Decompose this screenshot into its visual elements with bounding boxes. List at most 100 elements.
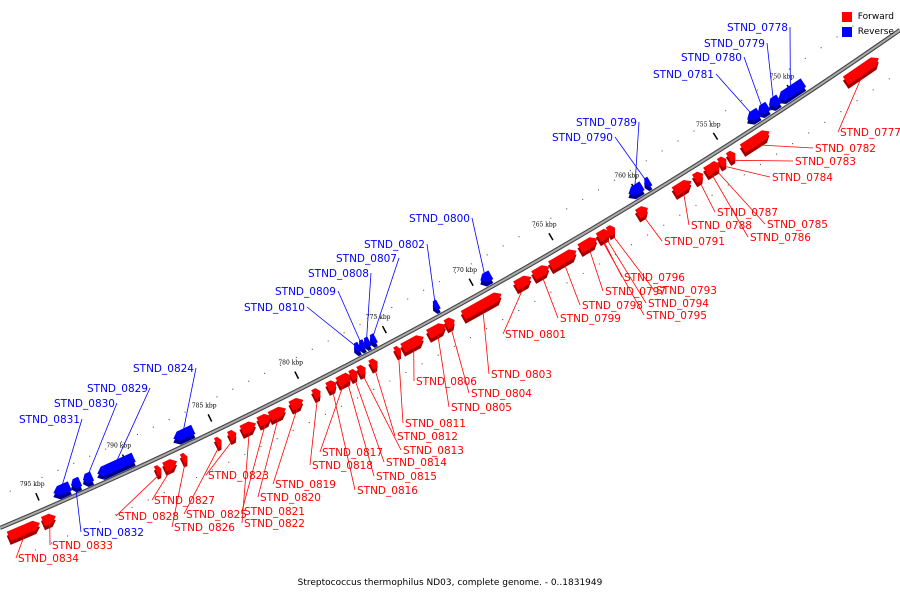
guide-dot [389, 380, 391, 382]
gene-stnd-0790 [644, 176, 653, 188]
gene-label-stnd-0783: STND_0783 [795, 156, 856, 168]
gene-leader-line [257, 417, 279, 498]
guide-dot [279, 364, 282, 367]
guide-dot [677, 140, 679, 142]
gene-label-stnd-0827: STND_0827 [154, 495, 215, 507]
gene-stnd-0817 [335, 374, 349, 387]
scale-tick-label: 760 kbp [614, 172, 639, 179]
gene-label-stnd-0781: STND_0781 [653, 69, 714, 81]
gene-stnd-0811 [393, 345, 402, 357]
gene-label-stnd-0804: STND_0804 [471, 388, 532, 400]
gene-label-stnd-0818: STND_0818 [312, 460, 373, 472]
scale-tick-label: 775 kbp [366, 314, 391, 321]
guide-dot [340, 405, 343, 407]
scale-tick [207, 414, 213, 422]
guide-dot [244, 453, 246, 456]
gene-leader-line [306, 306, 357, 347]
guide-dot [195, 476, 198, 479]
gene-stnd-0778 [778, 78, 807, 100]
guide-dot [454, 272, 457, 274]
gene-stnd-0784 [716, 156, 727, 168]
gene-leader-line [743, 56, 763, 109]
gene-leader-line [362, 374, 402, 451]
guide-dot [421, 363, 423, 365]
legend: Forward Reverse [841, 9, 894, 39]
guide-dot [550, 291, 552, 293]
guide-dot [709, 120, 711, 122]
gene-stnd-0818 [311, 388, 321, 400]
gene-label-stnd-0777: STND_0777 [840, 127, 900, 139]
gene-leader-line [205, 439, 234, 476]
scale-tick [712, 132, 719, 141]
guide-dot [357, 397, 359, 399]
guide-dot [502, 319, 504, 321]
gene-leader-line [699, 181, 716, 213]
legend-reverse-label: Reverse [857, 26, 894, 37]
scale-tick [381, 325, 387, 334]
gene-leader-line [605, 238, 647, 304]
gene-leader-line [711, 173, 749, 238]
gene-leader-line [642, 215, 663, 242]
gene-leader-line [426, 243, 436, 305]
gene-label-stnd-0815: STND_0815 [376, 471, 437, 483]
gene-leader-line [634, 121, 640, 190]
gene-label-stnd-0788: STND_0788 [691, 220, 752, 232]
legend-forward-swatch [841, 11, 852, 22]
guide-dot [856, 100, 858, 102]
guide-dot [168, 419, 170, 421]
gene-label-stnd-0798: STND_0798 [582, 300, 643, 312]
gene-leader-line [309, 397, 318, 466]
gene-label-stnd-0823: STND_0823 [208, 470, 269, 482]
guide-dot [470, 263, 472, 265]
gene-label-stnd-0814: STND_0814 [386, 457, 447, 469]
guide-dot [25, 483, 27, 485]
gene-leader-line [614, 136, 648, 182]
gene-stnd-0783 [725, 150, 736, 162]
guide-dot [248, 380, 250, 382]
guide-dot [216, 396, 218, 398]
gene-label-stnd-0786: STND_0786 [750, 232, 811, 244]
guide-dot [327, 340, 329, 342]
gene-stnd-0828 [153, 465, 162, 476]
gene-leader-line [541, 275, 559, 319]
gene-stnd-0819 [288, 397, 304, 411]
guide-dot [295, 356, 298, 358]
guide-dot [518, 236, 520, 238]
guide-dot [264, 372, 266, 374]
gene-leader-line [563, 263, 581, 306]
gene-label-stnd-0812: STND_0812 [397, 431, 458, 443]
gene-label-stnd-0821: STND_0821 [244, 506, 305, 518]
gene-leader-line [60, 418, 83, 489]
gene-leader-line [374, 368, 396, 437]
guide-dot [83, 528, 85, 530]
scale-tick-label: 770 kbp [452, 267, 477, 274]
gene-leader-line [15, 534, 26, 559]
gene-stnd-0821 [256, 413, 272, 427]
gene-leader-line [182, 367, 197, 434]
gene-stnd-0788 [671, 180, 692, 196]
guide-dot [693, 130, 695, 132]
gene-label-stnd-0785: STND_0785 [767, 219, 828, 231]
guide-dot [373, 388, 375, 391]
gene-label-stnd-0790: STND_0790 [552, 132, 613, 144]
guide-dot [18, 556, 20, 558]
guide-dot [661, 150, 663, 152]
gene-label-stnd-0787: STND_0787 [717, 207, 778, 219]
gene-stnd-0800 [480, 270, 494, 283]
scale-tick-label: 750 kbp [770, 74, 795, 81]
guide-dot [163, 491, 165, 494]
guide-dot [534, 300, 536, 303]
guide-dot [200, 403, 202, 406]
legend-forward-label: Forward [857, 11, 894, 22]
gene-stnd-0777 [842, 57, 879, 85]
gene-label-stnd-0784: STND_0784 [772, 172, 833, 184]
gene-label-stnd-0824: STND_0824 [133, 363, 194, 375]
guide-dot [820, 47, 822, 49]
guide-dot [808, 132, 810, 134]
gene-stnd-0813 [356, 364, 366, 376]
guide-dot [469, 336, 472, 339]
guide-dot [647, 234, 649, 236]
guide-dot [566, 282, 568, 284]
guide-dot [311, 348, 313, 350]
gene-stnd-0822 [239, 421, 257, 435]
